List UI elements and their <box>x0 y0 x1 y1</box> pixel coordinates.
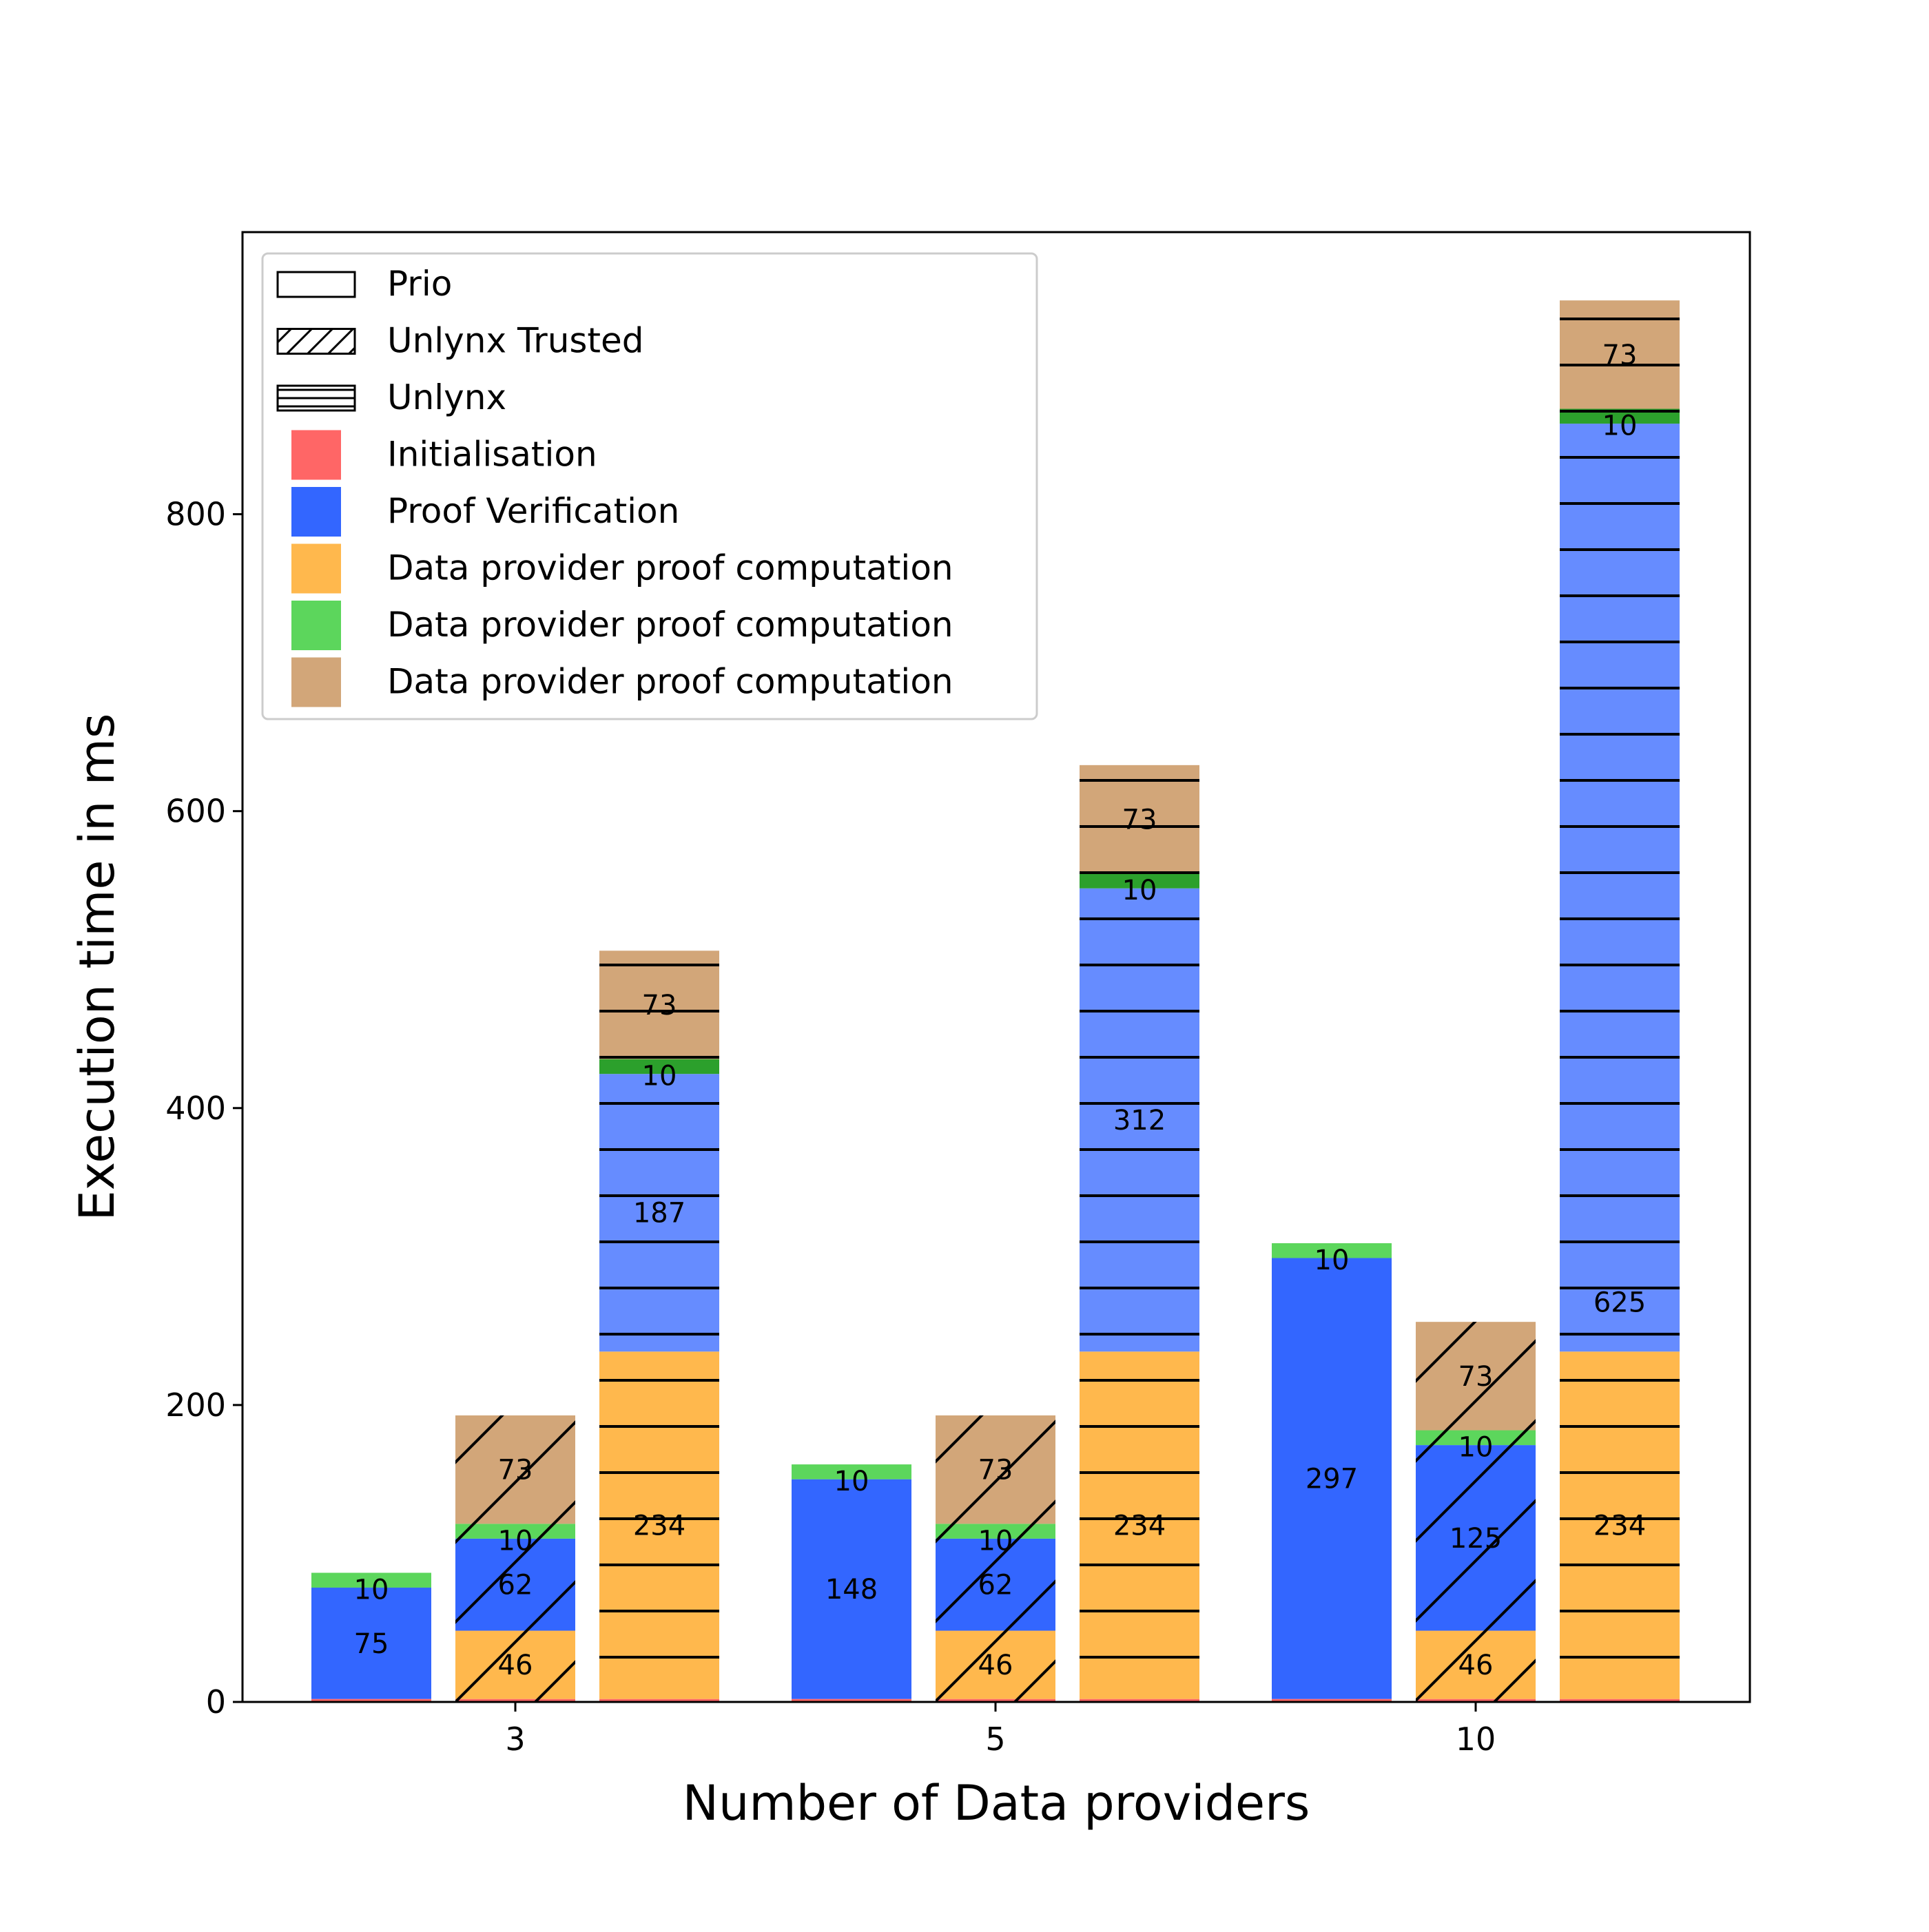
legend-label: Prio <box>387 264 452 304</box>
bar-value-label: 10 <box>1458 1432 1494 1464</box>
bar-value-label: 234 <box>1593 1510 1646 1541</box>
bar-5-unlynx <box>1080 765 1199 1702</box>
x-tick-label: 5 <box>985 1721 1005 1758</box>
bar-value-label: 73 <box>1458 1361 1494 1393</box>
legend-label: Data provider proof computation <box>387 662 953 702</box>
bar-value-label: 10 <box>1314 1245 1350 1276</box>
bar-hatch-diagonal <box>1416 1322 1536 1702</box>
y-axis-title: Execution time in ms <box>69 714 125 1221</box>
legend-label: Data provider proof computation <box>387 605 953 645</box>
legend-item-prio: Prio <box>276 264 452 304</box>
bar-value-label: 73 <box>498 1455 533 1486</box>
bar-value-label: 297 <box>1306 1464 1358 1495</box>
bar-value-label: 187 <box>633 1198 685 1229</box>
axes-layer: 0 200 400 600 800 3 5 10 <box>165 496 1496 1758</box>
legend-label: Proof Verification <box>387 491 679 531</box>
x-tick-label: 10 <box>1456 1721 1496 1758</box>
bar-segment-initialisation <box>792 1699 911 1702</box>
bar-10-prio <box>1272 1243 1392 1702</box>
bar-hatch-diagonal <box>936 1415 1055 1702</box>
bar-value-label: 625 <box>1593 1287 1646 1318</box>
legend-label: Initialisation <box>387 435 597 475</box>
legend-item-data-provider-proof-computation: Data provider proof computation <box>291 657 953 707</box>
bar-value-label: 62 <box>498 1570 533 1601</box>
bar-10-unlynx-trusted <box>1416 1322 1536 1702</box>
legend: Prio Unlynx Trusted Unlynx Initialisation Pr… <box>261 252 1038 720</box>
x-tick-label: 3 <box>505 1721 525 1758</box>
bar-value-label: 73 <box>1122 804 1157 836</box>
y-tick-label: 600 <box>165 793 226 830</box>
y-tick-label: 0 <box>206 1683 226 1721</box>
y-tick-label: 400 <box>165 1090 226 1127</box>
legend-swatch <box>291 543 341 594</box>
bar-value-label: 46 <box>978 1650 1013 1681</box>
legend-item-data-provider-proof-computation: Data provider proof computation <box>291 601 953 650</box>
bar-segment-data-provider-proof-computation <box>311 1572 431 1588</box>
legend-swatch <box>291 657 341 707</box>
legend-swatch <box>291 487 341 537</box>
legend-swatch <box>291 430 341 480</box>
bar-value-label: 312 <box>1113 1105 1166 1136</box>
bar-value-label: 10 <box>354 1574 389 1606</box>
bar-segment-initialisation <box>311 1699 431 1702</box>
x-axis-title: Number of Data providers <box>683 1775 1310 1831</box>
bar-value-label: 10 <box>498 1525 533 1557</box>
bar-value-label: 10 <box>1602 411 1638 442</box>
bar-10-unlynx <box>1560 300 1680 1703</box>
bar-hatch-horizontal <box>599 951 719 1702</box>
legend-frame <box>261 252 1038 720</box>
bar-3-unlynx <box>599 951 719 1702</box>
bar-segment-data-provider-proof-computation <box>792 1464 911 1479</box>
bar-segment-proof-verification <box>792 1479 911 1699</box>
bar-5-prio <box>792 1464 911 1702</box>
bar-hatch-horizontal <box>1080 765 1199 1702</box>
bar-value-label: 10 <box>834 1466 869 1497</box>
bar-value-label: 10 <box>642 1061 677 1092</box>
bars-layer <box>311 300 1680 1703</box>
bar-value-label: 73 <box>642 990 677 1021</box>
bar-value-label: 10 <box>1122 875 1157 906</box>
bar-segment-proof-verification <box>311 1588 431 1699</box>
bar-value-label: 46 <box>1458 1650 1494 1681</box>
legend-swatch-hatch <box>276 384 356 412</box>
value-labels-layer: 75 10 46 62 10 73 234 187 10 73 148 10 46 62 10 73 234 31… <box>354 340 1647 1681</box>
legend-swatch <box>276 271 356 298</box>
bar-value-label: 234 <box>1113 1510 1166 1541</box>
legend-label: Unlynx Trusted <box>387 321 644 361</box>
legend-swatch <box>291 601 341 650</box>
legend-item-data-provider-proof-computation: Data provider proof computation <box>291 543 953 594</box>
bar-value-label: 62 <box>978 1570 1013 1601</box>
bar-value-label: 73 <box>1602 340 1638 371</box>
bar-value-label: 73 <box>978 1455 1013 1486</box>
bar-segment-initialisation <box>1272 1699 1392 1702</box>
bar-hatch-diagonal <box>455 1415 575 1702</box>
bar-value-label: 148 <box>825 1574 878 1606</box>
bar-segment-data-provider-proof-computation <box>1272 1243 1392 1258</box>
legend-item-unlynx: Unlynx <box>276 377 506 417</box>
legend-item-unlynx-trusted: Unlynx Trusted <box>276 321 644 361</box>
legend-swatch-hatch <box>276 328 356 355</box>
bar-value-label: 125 <box>1450 1523 1502 1555</box>
legend-item-initialisation: Initialisation <box>291 430 597 480</box>
bar-value-label: 75 <box>354 1628 389 1660</box>
y-tick-label: 200 <box>165 1386 226 1424</box>
bar-value-label: 10 <box>978 1525 1013 1557</box>
legend-label: Unlynx <box>387 377 506 417</box>
bar-5-unlynx-trusted <box>936 1415 1055 1702</box>
bar-value-label: 46 <box>498 1650 533 1681</box>
legend-label: Data provider proof computation <box>387 548 953 588</box>
legend-item-proof-verification: Proof Verification <box>291 487 679 537</box>
bar-3-unlynx-trusted <box>455 1415 575 1702</box>
bar-hatch-horizontal <box>1560 300 1680 1703</box>
y-tick-label: 800 <box>165 496 226 533</box>
bar-value-label: 234 <box>633 1510 685 1541</box>
bar-segment-proof-verification <box>1272 1258 1392 1699</box>
bar-3-prio <box>311 1572 431 1702</box>
